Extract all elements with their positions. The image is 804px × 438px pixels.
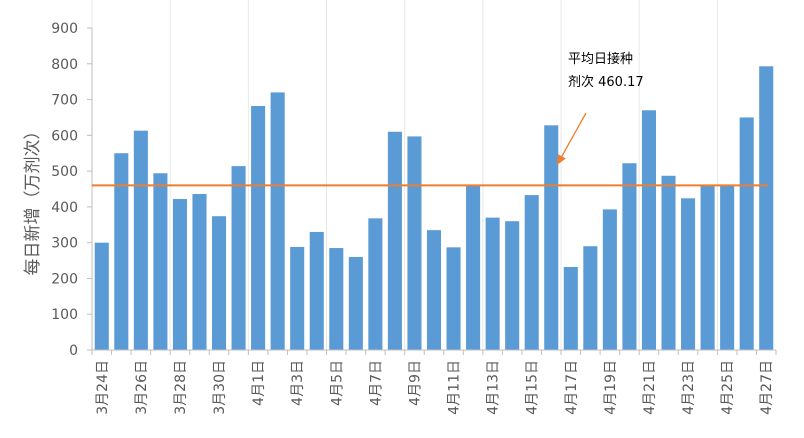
bar — [94, 242, 109, 350]
y-tick-label: 200 — [51, 271, 78, 287]
x-tick-label: 4月25日 — [720, 360, 736, 415]
bar — [602, 209, 617, 350]
x-tick-label: 4月9日 — [407, 360, 423, 406]
x-axis-ticks: 3月24日 3月26日 3月28日 3月30日 4月1日 4月3日 4月5日 4月7日 4月9日… — [95, 360, 775, 415]
x-tick-label: 4月5日 — [329, 360, 345, 406]
bar — [700, 184, 715, 350]
bar — [211, 216, 227, 350]
x-tick-label: 4月17日 — [564, 360, 580, 415]
average-annotation-line1: 平均日接种 — [568, 51, 633, 67]
bar — [641, 110, 657, 351]
x-tick-label: 4月11日 — [447, 360, 463, 415]
y-tick-label: 500 — [51, 164, 78, 180]
x-tick-label: 3月24日 — [95, 360, 111, 415]
x-tick-label: 3月30日 — [212, 360, 228, 415]
bar — [231, 166, 246, 350]
bar — [329, 248, 344, 350]
bar — [368, 218, 383, 350]
bar — [387, 131, 402, 350]
average-annotation-line2: 剂次 460.17 — [568, 74, 644, 90]
bar — [407, 136, 422, 350]
annotation-arrowhead — [557, 154, 566, 165]
x-tick-label: 4月1日 — [251, 360, 267, 406]
average-annotation: 平均日接种 剂次 460.17 — [556, 51, 644, 166]
x-tick-label: 4月3日 — [290, 360, 306, 406]
x-tick-label: 4月13日 — [486, 360, 502, 415]
x-axis — [91, 349, 777, 355]
bars — [94, 66, 774, 351]
gridlines — [91, 0, 718, 350]
bar — [505, 221, 520, 350]
bar — [426, 230, 442, 350]
y-tick-label: 300 — [51, 236, 78, 252]
y-tick-label: 600 — [51, 128, 78, 144]
bar — [563, 266, 578, 350]
bar — [720, 184, 735, 350]
y-tick-label: 700 — [51, 93, 78, 109]
bar — [348, 256, 363, 350]
bar — [192, 194, 207, 350]
bar — [661, 175, 676, 350]
x-tick-label: 4月27日 — [759, 360, 775, 415]
x-tick-label: 3月26日 — [134, 360, 150, 415]
y-axis-label: 每日新增（万剂次） — [23, 123, 43, 276]
y-tick-label: 400 — [51, 200, 78, 216]
y-tick-label: 900 — [51, 21, 78, 37]
bar — [544, 125, 559, 350]
bar — [153, 173, 168, 350]
y-axis-ticks: 0 100 200 300 400 500 600 700 800 900 — [51, 21, 93, 359]
y-tick-label: 100 — [51, 307, 78, 323]
x-tick-label: 4月21日 — [642, 360, 658, 415]
y-tick-label: 800 — [51, 57, 78, 73]
bar — [251, 105, 266, 351]
x-tick-label: 4月7日 — [368, 360, 384, 406]
bar — [681, 198, 696, 350]
x-tick-label: 4月23日 — [681, 360, 697, 415]
bar — [524, 195, 539, 350]
y-tick-label: 0 — [69, 343, 78, 359]
bar — [309, 231, 324, 350]
bar — [622, 163, 637, 350]
bar — [133, 130, 148, 350]
x-tick-label: 4月15日 — [525, 360, 541, 415]
bar — [114, 153, 129, 350]
x-tick-label: 4月19日 — [603, 360, 619, 415]
bar — [172, 199, 187, 350]
bar — [466, 184, 481, 350]
bar — [739, 117, 754, 350]
bar — [446, 247, 461, 350]
bar — [583, 246, 598, 350]
bar — [759, 66, 774, 350]
x-tick-label: 3月28日 — [173, 360, 189, 415]
bar — [485, 217, 500, 350]
bar — [290, 246, 305, 350]
bar — [270, 92, 285, 351]
